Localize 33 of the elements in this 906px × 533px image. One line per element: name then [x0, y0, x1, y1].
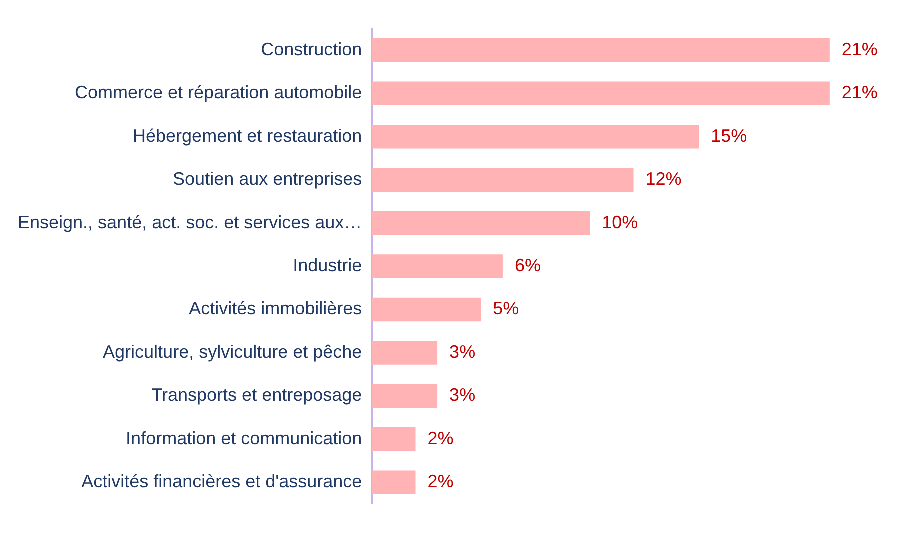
bar — [372, 211, 590, 236]
bar — [372, 168, 634, 192]
bar — [372, 427, 416, 452]
data-label: 10% — [602, 212, 638, 232]
y-tick-label: Soutien aux entreprises — [173, 169, 362, 190]
y-tick-label: Information et communication — [126, 428, 362, 448]
bar — [372, 38, 830, 62]
data-label: 3% — [450, 342, 476, 362]
y-tick-label: Agriculture, sylviculture et pêche — [103, 342, 362, 362]
y-tick-label: Construction — [261, 39, 362, 60]
bar — [372, 124, 700, 149]
data-label: 3% — [450, 385, 476, 406]
y-tick-label: Activités financières et d'assurance — [82, 472, 362, 492]
bar — [372, 298, 482, 322]
data-label: 21% — [842, 39, 878, 60]
bar — [372, 82, 830, 106]
data-label: 21% — [842, 82, 878, 103]
y-tick-label: Hébergement et restauration — [133, 126, 362, 146]
bar — [372, 384, 438, 408]
bar — [372, 254, 503, 278]
bar — [372, 341, 438, 365]
bar — [372, 470, 416, 494]
data-label: 5% — [493, 298, 520, 319]
y-tick-label: Activités immobilières — [189, 298, 362, 319]
y-tick-label: Commerce et réparation automobile — [75, 82, 362, 103]
y-tick-label: Transports et entreposage — [152, 385, 362, 406]
data-label: 2% — [428, 472, 454, 492]
data-label: 2% — [428, 428, 454, 448]
y-tick-label: Industrie — [293, 255, 362, 276]
data-label: 12% — [646, 169, 682, 190]
y-tick-label: Enseign., santé, act. soc. et services aux… — [18, 212, 362, 232]
data-label: 6% — [514, 255, 541, 276]
data-label: 15% — [711, 126, 748, 146]
